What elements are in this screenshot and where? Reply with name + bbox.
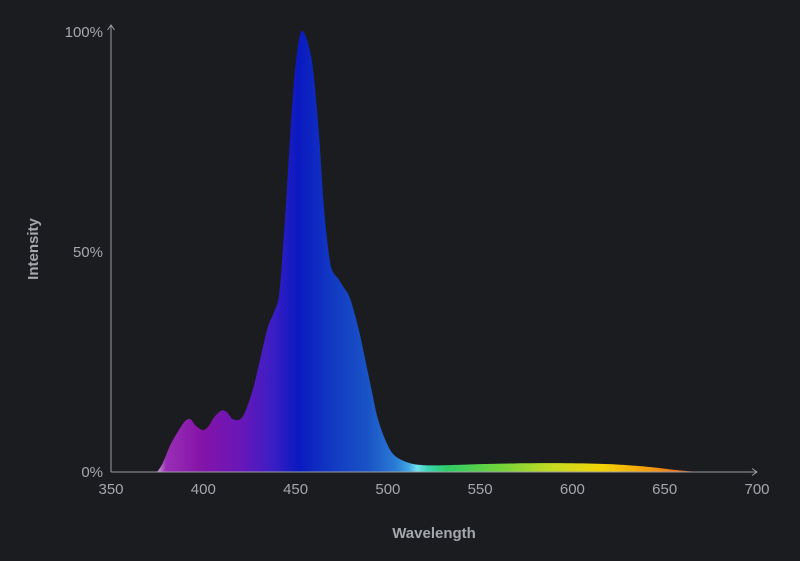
x-tick-label: 550 — [468, 481, 493, 498]
y-tick-label: 0% — [81, 464, 103, 481]
x-tick-label: 400 — [191, 481, 216, 498]
y-axis-title: Intensity — [25, 218, 42, 280]
y-tick-labels: 0% 50% 100% — [65, 24, 103, 481]
chart-axes — [107, 24, 758, 476]
x-tick-label: 500 — [375, 481, 400, 498]
x-tick-labels: 350 400 450 500 550 600 650 700 — [98, 481, 769, 498]
x-tick-label: 450 — [283, 481, 308, 498]
y-axis-arrow — [107, 24, 115, 31]
x-tick-label: 600 — [560, 481, 585, 498]
x-tick-label: 700 — [744, 481, 769, 498]
y-tick-label: 50% — [73, 244, 103, 261]
spectrum-area — [157, 30, 702, 472]
x-tick-label: 650 — [652, 481, 677, 498]
x-tick-label: 350 — [98, 481, 123, 498]
y-tick-label: 100% — [65, 24, 103, 41]
x-axis-title: Wavelength — [392, 525, 476, 542]
x-axis-arrow — [751, 468, 758, 476]
